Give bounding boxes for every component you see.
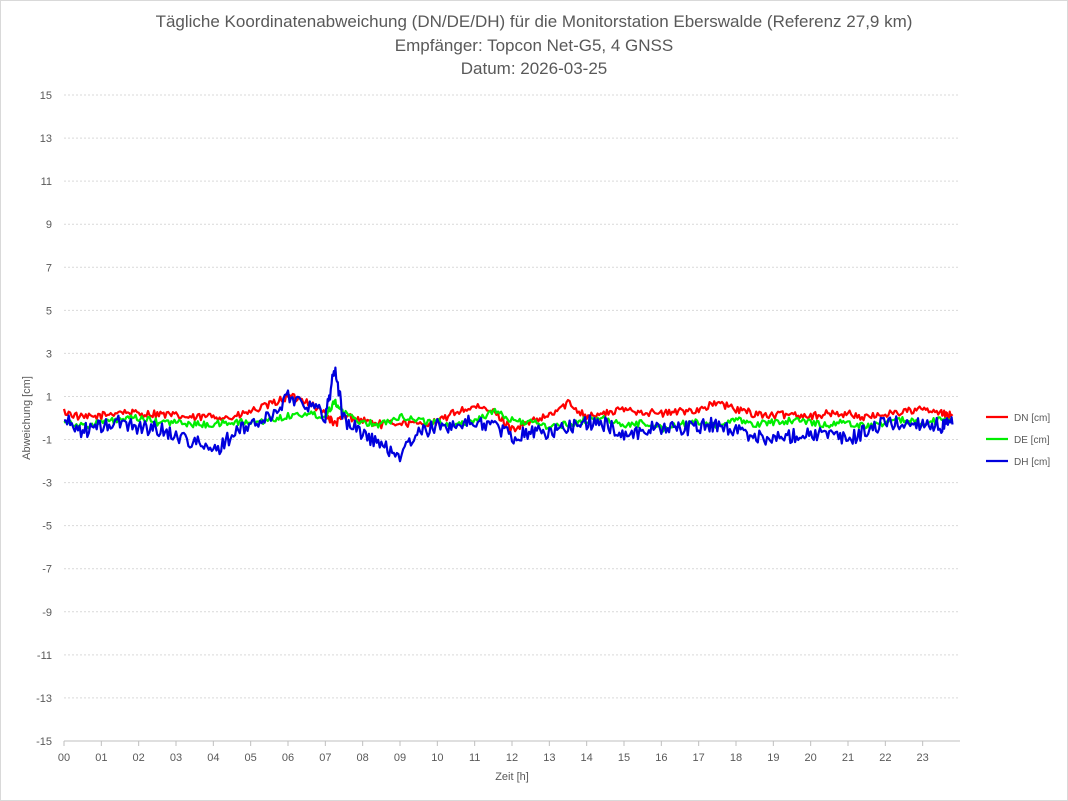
x-tick-label: 11: [469, 752, 480, 764]
x-tick-label: 10: [431, 752, 443, 764]
x-tick-label: 12: [506, 752, 518, 764]
x-tick-label: 08: [357, 752, 369, 764]
y-tick-label: 1: [46, 391, 52, 403]
chart-subtitle: Empfänger: Topcon Net-G5, 4 GNSS: [394, 36, 674, 55]
y-tick-label: -15: [36, 736, 52, 748]
x-tick-label: 23: [917, 752, 929, 764]
x-tick-label: 17: [693, 752, 705, 764]
x-tick-label: 00: [58, 752, 70, 764]
chart-title: Tägliche Koordinatenabweichung (DN/DE/DH…: [155, 12, 913, 31]
x-tick-label: 07: [319, 752, 331, 764]
x-tick-label: 14: [581, 752, 593, 764]
x-tick-label: 02: [133, 752, 145, 764]
x-tick-label: 04: [207, 752, 219, 764]
y-tick-label: 15: [40, 90, 52, 102]
x-axis-title: Zeit [h]: [495, 771, 529, 783]
x-tick-label: 05: [245, 752, 257, 764]
series-line-de: [63, 398, 953, 433]
y-tick-label: -7: [42, 564, 52, 576]
x-tick-label: 13: [543, 752, 555, 764]
y-tick-label: -3: [42, 478, 52, 490]
y-tick-label: 3: [46, 348, 52, 360]
x-tick-label: 21: [842, 752, 854, 764]
y-tick-label: -11: [37, 650, 52, 662]
y-tick-label: 5: [46, 305, 52, 317]
legend: DN [cm] DE [cm] DH [cm]: [986, 413, 1050, 468]
y-axis-title: Abweichung [cm]: [21, 376, 33, 460]
y-tick-label: -13: [36, 693, 52, 705]
x-tick-label: 06: [282, 752, 294, 764]
x-tick-label: 09: [394, 752, 406, 764]
y-tick-label: -1: [42, 435, 52, 447]
x-tick-label: 03: [170, 752, 182, 764]
x-tick-label: 15: [618, 752, 630, 764]
legend-label: DE [cm]: [1014, 435, 1050, 446]
legend-label: DH [cm]: [1014, 457, 1050, 468]
y-tick-label: -9: [42, 607, 52, 619]
x-tick-label: 16: [655, 752, 667, 764]
y-tick-label: 11: [41, 176, 52, 188]
y-tick-label: 9: [46, 219, 52, 231]
grid: [64, 94, 960, 742]
y-tick-label: 13: [40, 133, 52, 145]
x-tick-label: 18: [730, 752, 742, 764]
series-lines: [62, 366, 954, 463]
x-tick-label: 20: [805, 752, 817, 764]
series-line-dh: [63, 366, 954, 463]
chart-date: Datum: 2026-03-25: [460, 59, 608, 78]
legend-label: DN [cm]: [1014, 413, 1050, 424]
y-tick-label: 7: [46, 262, 52, 274]
axes: 15 13 11 9 7 5 3 1 -1 -3 -5 -7 -9 -11 -13 -15 00 01 02 03 04…: [36, 90, 960, 764]
y-tick-label: -5: [42, 521, 52, 533]
x-tick-label: 19: [767, 752, 779, 764]
x-tick-label: 01: [95, 752, 107, 764]
x-tick-label: 22: [879, 752, 891, 764]
